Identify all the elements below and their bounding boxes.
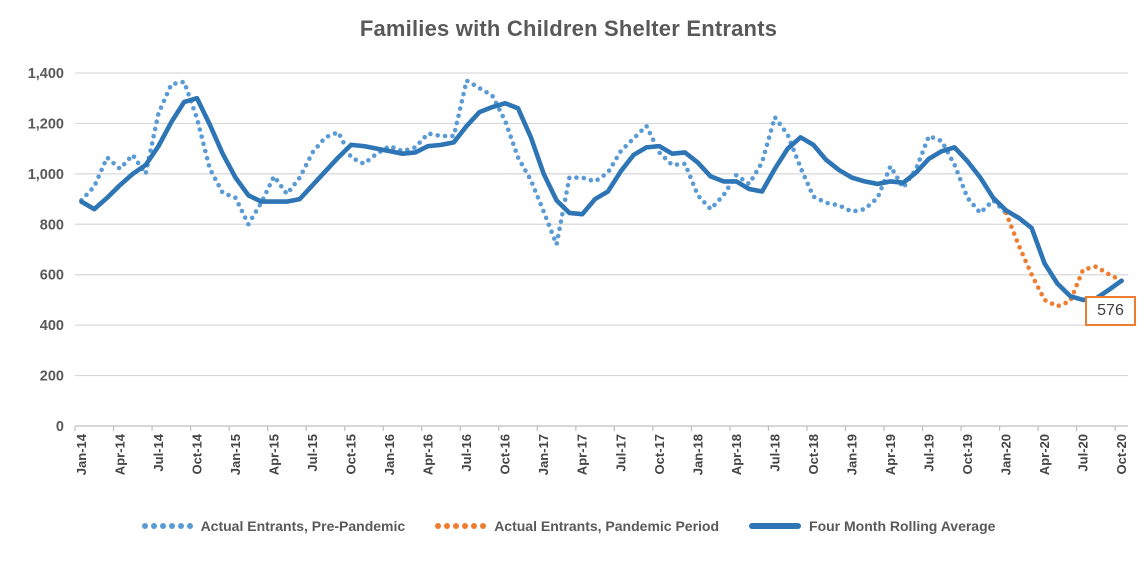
legend-label: Actual Entrants, Pandemic Period [494, 518, 720, 534]
gridlines [75, 72, 1128, 377]
svg-text:Jan-17: Jan-17 [536, 434, 551, 475]
svg-text:Apr-20: Apr-20 [1037, 434, 1052, 475]
svg-text:Oct-14: Oct-14 [189, 433, 204, 474]
svg-text:Apr-16: Apr-16 [421, 434, 436, 475]
svg-text:Jan-19: Jan-19 [844, 434, 859, 475]
solid-line-marker-icon [749, 523, 802, 529]
svg-text:Apr-17: Apr-17 [575, 434, 590, 475]
series-four-month-rolling-average [79, 95, 1124, 303]
svg-text:1,400: 1,400 [28, 66, 64, 82]
svg-text:Oct-19: Oct-19 [960, 434, 975, 474]
svg-text:Apr-15: Apr-15 [267, 434, 282, 475]
svg-text:Jul-14: Jul-14 [151, 433, 166, 471]
svg-text:Jan-14: Jan-14 [74, 433, 89, 475]
svg-text:Jan-15: Jan-15 [228, 434, 243, 475]
data-label-last-value: 576 [1085, 296, 1136, 326]
svg-text:1,000: 1,000 [28, 167, 64, 183]
svg-text:Jul-19: Jul-19 [921, 434, 936, 472]
svg-text:Jan-18: Jan-18 [690, 434, 705, 475]
legend-label: Four Month Rolling Average [809, 518, 996, 534]
svg-text:Oct-17: Oct-17 [652, 434, 667, 474]
legend-item-pandemic: Actual Entrants, Pandemic Period [435, 518, 719, 534]
svg-text:Jan-16: Jan-16 [382, 434, 397, 475]
dotted-line-marker-icon [435, 523, 487, 529]
svg-text:Oct-15: Oct-15 [344, 434, 359, 474]
y-axis-labels: 0 200 400 600 800 1,000 1,200 1,400 [28, 66, 64, 435]
svg-text:Jul-16: Jul-16 [459, 434, 474, 472]
svg-text:Jul-17: Jul-17 [613, 434, 628, 472]
svg-text:Apr-14: Apr-14 [112, 433, 127, 475]
dotted-line-marker-icon [141, 523, 193, 529]
svg-text:Oct-18: Oct-18 [806, 434, 821, 474]
svg-text:800: 800 [40, 217, 64, 233]
svg-text:400: 400 [40, 318, 64, 334]
svg-text:Apr-18: Apr-18 [729, 434, 744, 475]
legend-item-pre-pandemic: Actual Entrants, Pre-Pandemic [141, 518, 406, 534]
svg-text:Apr-19: Apr-19 [883, 434, 898, 475]
svg-text:Oct-20: Oct-20 [1114, 434, 1129, 474]
x-axis [74, 425, 1128, 431]
svg-text:200: 200 [40, 369, 64, 385]
x-axis-labels: Jan-14 Apr-14 Jul-14 Oct-14 Jan-15 Apr-15 Jul-… [74, 433, 1129, 475]
series-actual-entrants-pre-pandemic [79, 78, 1007, 246]
svg-text:Jan-20: Jan-20 [999, 434, 1014, 475]
legend-item-rolling-average: Four Month Rolling Average [749, 518, 995, 534]
chart-title: Families with Children Shelter Entrants [359, 16, 778, 41]
svg-text:Jul-15: Jul-15 [305, 434, 320, 472]
svg-text:1,200: 1,200 [28, 116, 64, 132]
svg-text:Jul-18: Jul-18 [767, 434, 782, 472]
svg-text:600: 600 [40, 268, 64, 284]
svg-text:Oct-16: Oct-16 [498, 434, 513, 474]
svg-text:Jul-20: Jul-20 [1076, 434, 1091, 472]
svg-text:0: 0 [56, 419, 64, 435]
legend-label: Actual Entrants, Pre-Pandemic [200, 518, 406, 534]
chart-legend: Actual Entrants, Pre-Pandemic Actual Ent… [0, 518, 1137, 534]
